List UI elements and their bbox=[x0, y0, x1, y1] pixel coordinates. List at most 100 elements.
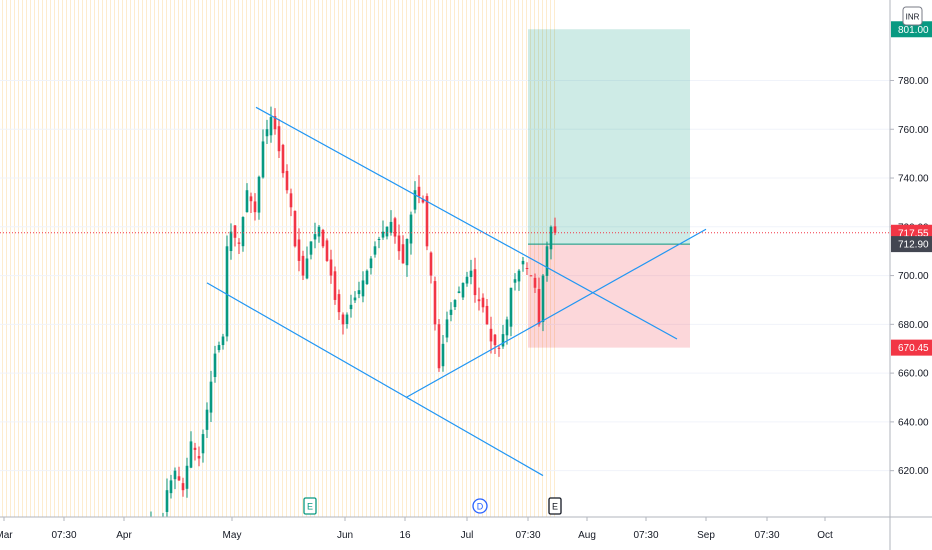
session-stripe bbox=[278, 0, 279, 517]
session-stripe bbox=[118, 0, 119, 517]
session-stripe bbox=[506, 0, 507, 517]
session-stripe bbox=[426, 0, 427, 517]
session-stripe bbox=[294, 0, 295, 517]
session-stripe bbox=[198, 0, 199, 517]
candle-body bbox=[233, 225, 237, 238]
session-stripe bbox=[22, 0, 23, 517]
session-stripe bbox=[410, 0, 411, 517]
currency-badge[interactable]: INR bbox=[902, 6, 923, 26]
candle-body bbox=[217, 345, 221, 351]
session-stripe bbox=[378, 0, 379, 517]
session-stripe bbox=[170, 0, 171, 517]
session-stripe bbox=[166, 0, 167, 517]
rising-support-trendline[interactable] bbox=[405, 228, 707, 399]
grid-lines bbox=[0, 79, 890, 472]
x-tick-label: Oct bbox=[817, 530, 833, 541]
y-tick-label: 660.00 bbox=[898, 369, 929, 380]
candle-body bbox=[169, 480, 173, 494]
session-stripe bbox=[274, 0, 275, 517]
session-stripe bbox=[126, 0, 127, 517]
candle-body bbox=[477, 299, 481, 302]
session-stripe bbox=[186, 0, 187, 517]
candle-body bbox=[285, 170, 289, 191]
session-stripe bbox=[142, 0, 143, 517]
x-tick-label: Apr bbox=[116, 530, 132, 541]
candle-body bbox=[209, 381, 213, 413]
target-zone[interactable] bbox=[528, 29, 690, 245]
candle-body bbox=[389, 221, 393, 233]
channel-lower-trendline[interactable] bbox=[206, 282, 544, 477]
price-tag: 801.00 bbox=[891, 21, 932, 38]
candle-body bbox=[185, 465, 189, 489]
candle-body bbox=[345, 314, 349, 324]
price-tag-box bbox=[891, 21, 932, 38]
session-stripe bbox=[138, 0, 139, 517]
session-stripe bbox=[2, 0, 3, 517]
candle-body bbox=[277, 126, 281, 152]
candle-body bbox=[333, 271, 337, 300]
session-stripe bbox=[438, 0, 439, 517]
candle-body bbox=[405, 238, 409, 266]
stop-zone[interactable] bbox=[528, 244, 690, 348]
candle-body bbox=[537, 288, 541, 325]
candle-body bbox=[313, 234, 317, 240]
session-stripe bbox=[542, 0, 543, 517]
session-stripe bbox=[518, 0, 519, 517]
candle-body bbox=[357, 290, 361, 295]
y-tick-label: 620.00 bbox=[898, 466, 929, 477]
session-stripe bbox=[86, 0, 87, 517]
event-marker-label: E bbox=[552, 502, 558, 512]
session-stripe bbox=[246, 0, 247, 517]
event-marker-label: D bbox=[477, 502, 484, 512]
candle-body bbox=[473, 269, 477, 296]
candle-body bbox=[269, 117, 273, 136]
candle-body bbox=[265, 129, 269, 137]
candle-body bbox=[521, 260, 525, 265]
session-stripe bbox=[58, 0, 59, 517]
candle-body bbox=[249, 196, 253, 202]
candle-body bbox=[385, 226, 389, 237]
candle-body bbox=[509, 287, 513, 327]
candle-body bbox=[513, 279, 517, 283]
session-stripe bbox=[486, 0, 487, 517]
session-stripe bbox=[190, 0, 191, 517]
session-stripe bbox=[66, 0, 67, 517]
session-stripe bbox=[498, 0, 499, 517]
session-stripe bbox=[458, 0, 459, 517]
channel-upper-trendline[interactable] bbox=[255, 106, 678, 340]
candle-body bbox=[281, 144, 285, 174]
candle-body bbox=[337, 294, 341, 313]
session-background bbox=[2, 0, 555, 517]
session-stripe bbox=[290, 0, 291, 517]
x-tick-label: 16 bbox=[399, 530, 411, 541]
session-stripe bbox=[334, 0, 335, 517]
session-stripe bbox=[62, 0, 63, 517]
session-stripe bbox=[342, 0, 343, 517]
session-stripe bbox=[214, 0, 215, 517]
session-stripe bbox=[478, 0, 479, 517]
candle-body bbox=[197, 456, 201, 459]
session-stripe bbox=[106, 0, 107, 517]
session-stripe bbox=[82, 0, 83, 517]
price-tag: 712.90 bbox=[891, 236, 932, 253]
session-stripe bbox=[258, 0, 259, 517]
session-stripe bbox=[114, 0, 115, 517]
candle-body bbox=[177, 476, 181, 481]
candle-body bbox=[441, 343, 445, 367]
candle-body bbox=[545, 246, 549, 276]
candle-body bbox=[349, 304, 353, 310]
session-stripe bbox=[514, 0, 515, 517]
candle-body bbox=[321, 229, 325, 247]
candle-body bbox=[325, 240, 329, 261]
x-tick-label: May bbox=[223, 530, 242, 541]
x-tick-label: 07:30 bbox=[633, 530, 658, 541]
x-tick-label: Jun bbox=[337, 530, 353, 541]
session-stripe bbox=[146, 0, 147, 517]
candle-body bbox=[205, 409, 209, 430]
candle-body bbox=[413, 190, 417, 210]
candle-body bbox=[261, 141, 265, 178]
time-axis: Mar 07:30 Apr May Jun 16 Jul 07:30 Aug 07:30 Sep 07… bbox=[0, 517, 833, 541]
candle-body bbox=[369, 258, 373, 269]
